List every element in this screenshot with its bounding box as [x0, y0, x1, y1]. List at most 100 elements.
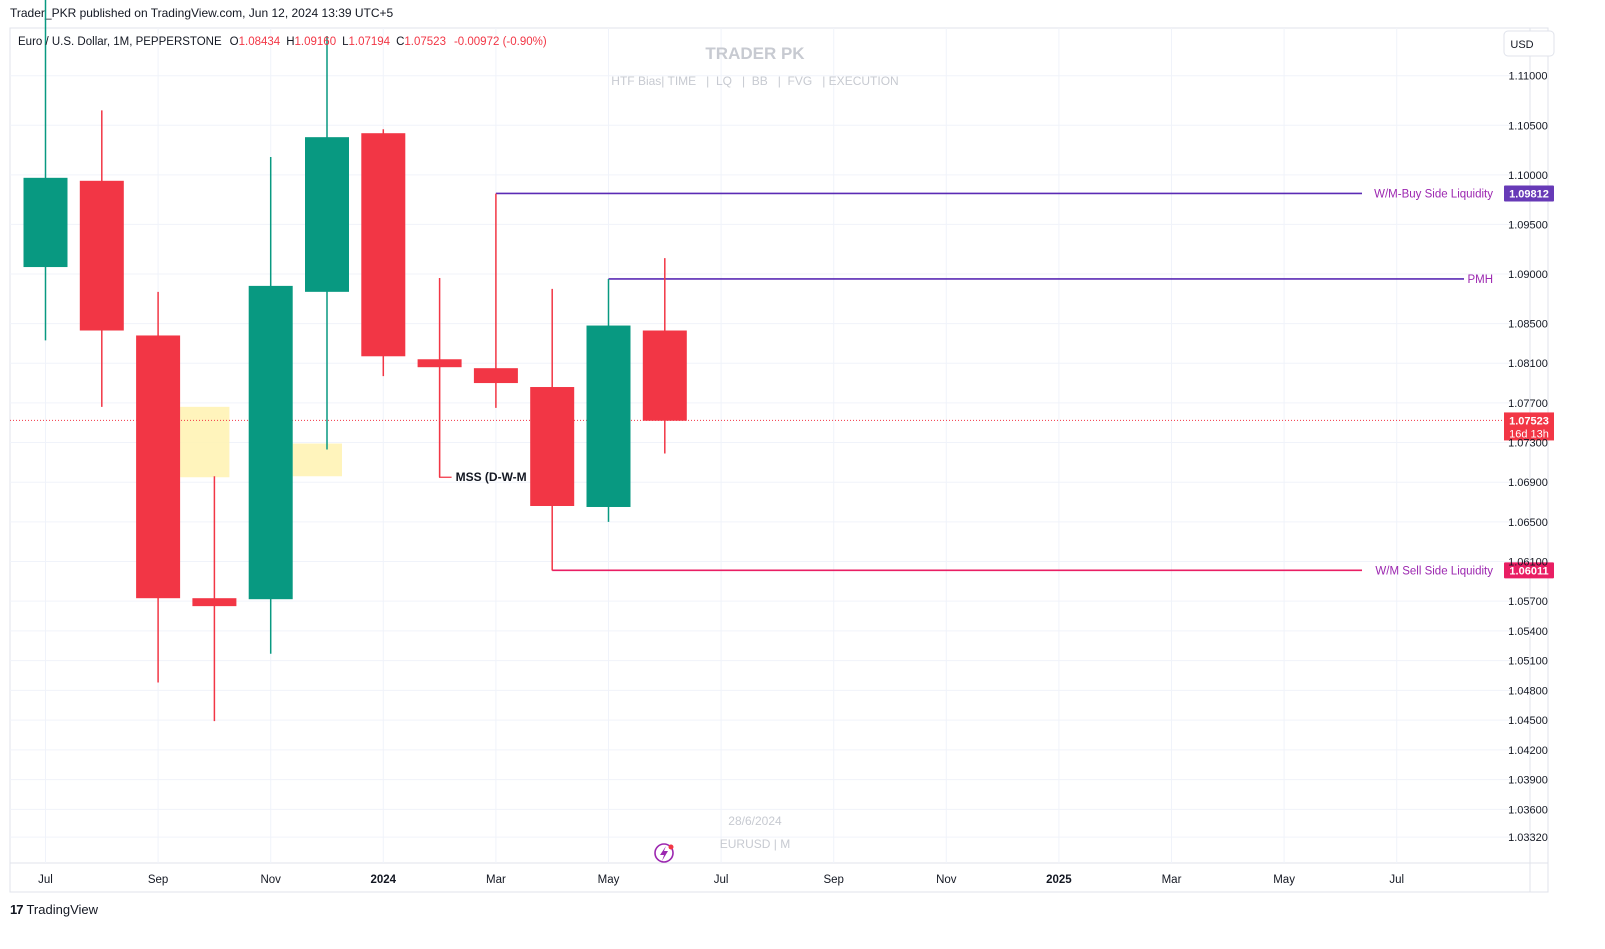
fvg-zone — [180, 406, 230, 478]
lightning-icon[interactable] — [654, 843, 674, 863]
price-tick: 1.03600 — [1508, 804, 1548, 816]
candle-body — [417, 359, 462, 368]
time-tick: Sep — [823, 874, 843, 886]
price-tick: 1.07700 — [1508, 398, 1548, 410]
price-tick: 1.03320 — [1508, 832, 1548, 844]
svg-text:Euro / U.S. Dollar, 1M, PEPPER: Euro / U.S. Dollar, 1M, PEPPERSTONE O1.08… — [18, 36, 547, 48]
price-tick: 1.10500 — [1508, 120, 1548, 132]
candle — [361, 129, 406, 377]
time-tick: Mar — [1162, 874, 1182, 886]
level-label: W/M-Buy Side Liquidity — [1374, 188, 1493, 200]
fvg-zone — [292, 443, 342, 477]
legend-high-label: H — [286, 36, 294, 48]
fvg-zones — [180, 406, 342, 478]
candle-body — [23, 177, 68, 268]
candle — [192, 476, 237, 722]
tradingview-brand[interactable]: 17 TradingView — [10, 902, 98, 917]
candle — [23, 0, 68, 341]
publish-header: Trader_PKR published on TradingView.com,… — [10, 6, 393, 20]
legend-close-label: C — [396, 36, 404, 48]
candle-body — [79, 180, 124, 331]
price-tick: 1.05700 — [1508, 596, 1548, 608]
candle-body — [473, 368, 518, 384]
candle — [248, 157, 293, 654]
candle — [417, 277, 462, 478]
mss-line — [439, 359, 452, 478]
mss-label: MSS (D-W-M — [456, 470, 527, 484]
price-tick: 1.06900 — [1508, 477, 1548, 489]
publish-info: Trader_PKR published on TradingView.com,… — [10, 6, 394, 20]
candle — [473, 193, 518, 408]
candle-body — [136, 335, 181, 599]
legend-high-value: 1.09160 — [295, 36, 337, 48]
level-price-badge — [1504, 562, 1554, 579]
watermark-title: TRADER PK — [705, 44, 805, 63]
current-price-text: 1.07523 — [1509, 415, 1549, 427]
tradingview-logo-icon: 17 — [10, 902, 24, 917]
liquidity-levels: W/M-Buy Side Liquidity 1.09812 PMH W/M Sell… — [10, 185, 1554, 579]
level-label: PMH — [1467, 274, 1493, 286]
level-price-text: 1.06011 — [1509, 565, 1548, 577]
price-tick: 1.07300 — [1508, 438, 1548, 450]
price-tick: 1.08500 — [1508, 319, 1548, 331]
price-axis[interactable]: 1.11000 1.10500 1.10000 1.09500 1.09000 1.085… — [1508, 71, 1548, 844]
candle — [642, 258, 687, 454]
level-price-badge — [1504, 185, 1554, 202]
currency-button[interactable]: USD — [1503, 30, 1555, 57]
price-tick: 1.04800 — [1508, 685, 1548, 697]
tradingview-brand-label: TradingView — [26, 902, 99, 917]
time-tick: 2025 — [1046, 874, 1072, 886]
countdown-text: 16d 13h — [1509, 428, 1549, 440]
watermark-subtitle: HTF Bias| TIME | LQ | BB | FVG | EXECUTI… — [611, 74, 898, 88]
time-tick: May — [598, 874, 620, 886]
level-label: W/M Sell Side Liquidity — [1375, 565, 1493, 577]
candle-body — [305, 137, 349, 292]
watermark-symbol: EURUSD | M — [720, 837, 790, 851]
candle-body — [361, 133, 406, 357]
price-tick: 1.08100 — [1508, 358, 1548, 370]
price-tick: 1.09000 — [1508, 269, 1548, 281]
price-tick: 1.04500 — [1508, 715, 1548, 727]
time-tick: Mar — [486, 874, 506, 886]
time-axis[interactable]: Jul Sep Nov 2024 Mar May Jul Sep Nov 2025 Mar May Ju… — [38, 874, 1404, 886]
candle-body — [586, 325, 631, 507]
price-tick: 1.03900 — [1508, 775, 1548, 787]
watermark-date: 28/6/2024 — [728, 814, 782, 828]
price-tick: 1.05400 — [1508, 626, 1548, 638]
symbol-legend: Euro / U.S. Dollar, 1M, PEPPERSTONE O1.08… — [18, 36, 547, 48]
candle-body — [192, 598, 237, 607]
price-tick: 1.04200 — [1508, 745, 1548, 757]
candle-body — [248, 285, 293, 600]
time-tick: Sep — [148, 874, 168, 886]
price-tick: 1.05100 — [1508, 656, 1548, 668]
time-tick: 2024 — [371, 874, 397, 886]
time-tick: Nov — [260, 874, 281, 886]
candle — [305, 36, 349, 450]
price-tick: 1.06500 — [1508, 517, 1548, 529]
candles — [23, 0, 687, 722]
legend-low-label: L — [342, 36, 349, 48]
time-tick: Jul — [1389, 874, 1404, 886]
candle — [79, 110, 124, 407]
chart-frame — [9, 27, 1549, 893]
legend-low-value: 1.07194 — [349, 36, 391, 48]
price-tick: 1.06100 — [1508, 557, 1548, 569]
price-tick: 1.10000 — [1508, 170, 1548, 182]
price-tick: 1.09500 — [1508, 219, 1548, 231]
candle-body — [642, 330, 687, 421]
time-tick: Jul — [714, 874, 729, 886]
legend-open-label: O — [230, 36, 239, 48]
watermark: TRADER PK HTF Bias| TIME | LQ | BB | FVG… — [611, 44, 898, 851]
candle-body — [530, 387, 575, 506]
time-tick: Jul — [38, 874, 53, 886]
time-tick: Nov — [936, 874, 957, 886]
candle — [136, 291, 181, 683]
currency-label: USD — [1510, 39, 1533, 51]
time-tick: May — [1273, 874, 1295, 886]
legend-symbol: Euro / U.S. Dollar, 1M, PEPPERSTONE — [18, 36, 222, 48]
candle — [586, 278, 631, 522]
legend-change: -0.00972 (-0.90%) — [454, 36, 547, 48]
chart-grid — [9, 27, 1549, 893]
current-price-badge — [1504, 412, 1554, 441]
